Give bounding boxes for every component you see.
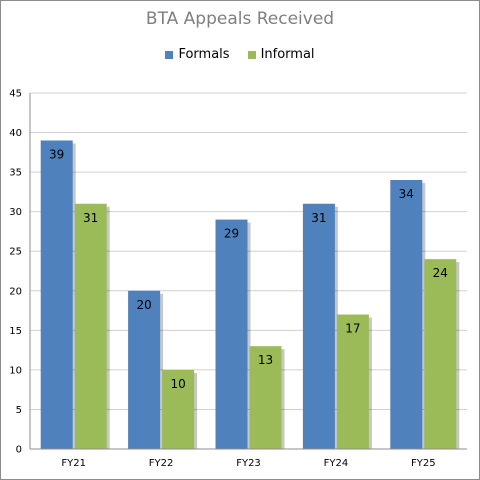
y-tick-label: 10	[9, 365, 22, 376]
y-tick-label: 5	[16, 405, 22, 416]
x-tick-label: FY24	[324, 458, 349, 469]
chart-legend: Formals Informal	[1, 47, 479, 62]
data-label: 24	[433, 266, 448, 280]
chart-title: BTA Appeals Received	[145, 9, 335, 29]
x-tick-label: FY23	[236, 458, 261, 469]
bar-formals-fy23	[215, 219, 248, 449]
bar-formals-fy24	[302, 203, 335, 449]
y-tick-label: 0	[16, 445, 22, 456]
data-label: 20	[136, 298, 151, 312]
data-label: 39	[49, 147, 64, 161]
y-tick-label: 30	[9, 207, 22, 218]
y-tick-label: 40	[9, 128, 22, 139]
bar-informal-fy23	[249, 346, 282, 449]
y-tick-label: 15	[9, 326, 22, 337]
legend-label-informal: Informal	[260, 47, 315, 62]
x-tick-label: FY21	[61, 458, 86, 469]
y-tick-label: 35	[9, 168, 22, 179]
data-label: 10	[170, 377, 185, 391]
bar-informal-fy24	[336, 314, 369, 449]
legend-item-informal: Informal	[247, 47, 315, 62]
data-label: 31	[83, 211, 98, 225]
legend-swatch-informal	[247, 50, 256, 59]
legend-swatch-formals	[165, 50, 174, 59]
data-label: 17	[345, 322, 360, 336]
bar-informal-fy25	[424, 259, 457, 449]
legend-label-formals: Formals	[178, 47, 230, 62]
bar-formals-fy22	[128, 290, 161, 449]
bar-informal-fy22	[162, 369, 195, 449]
data-label: 34	[399, 187, 414, 201]
x-tick-label: FY22	[149, 458, 174, 469]
bar-formals-fy25	[390, 180, 423, 449]
legend-item-formals: Formals	[165, 47, 230, 62]
y-tick-label: 45	[9, 89, 22, 100]
x-tick-label: FY25	[411, 458, 436, 469]
data-label: 13	[258, 353, 273, 367]
bar-informal-fy21	[74, 203, 107, 449]
y-tick-label: 25	[9, 247, 22, 258]
data-label: 29	[224, 227, 239, 241]
y-tick-label: 20	[9, 286, 22, 297]
bar-formals-fy21	[40, 140, 73, 449]
data-label: 31	[311, 211, 326, 225]
